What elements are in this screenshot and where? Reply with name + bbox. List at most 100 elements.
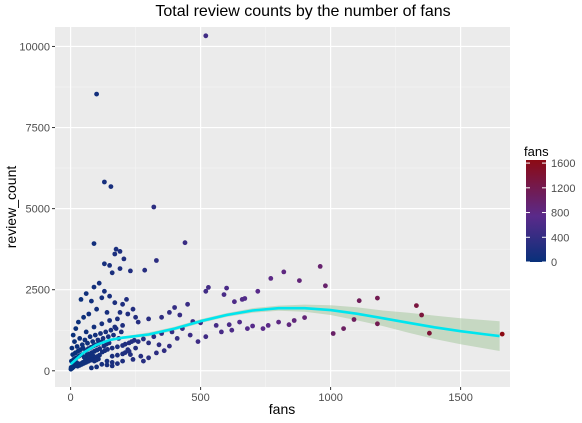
data-point [245,326,250,331]
legend-ticks: 0 400 800 1200 1600 [526,158,575,269]
data-point [154,258,159,263]
data-point [115,361,120,366]
smooth-line-layer [69,306,500,366]
data-point [109,363,115,369]
data-point [375,321,380,327]
data-point [94,364,99,370]
data-point [74,344,80,349]
data-point [291,318,297,323]
legend: fans 0 400 800 1200 1600 [524,144,575,269]
data-point [237,319,243,325]
x-tick-label: 500 [191,392,209,404]
smooth-line [69,306,500,366]
data-point [341,326,346,331]
data-point [130,306,136,312]
data-point [177,312,183,318]
data-point [104,358,110,364]
data-point [203,33,209,39]
legend-tick-label: 400 [551,232,569,244]
data-point [224,285,230,291]
y-tick-label: 2500 [26,285,50,297]
data-point [97,346,103,352]
data-point [115,352,120,358]
data-point [72,339,77,344]
data-point [111,332,116,338]
data-point [185,301,191,307]
data-point [118,329,124,335]
data-point [73,326,79,331]
data-point [108,184,114,190]
data-point [323,283,328,289]
points-layer [68,33,505,372]
data-point [127,268,133,274]
data-point [76,319,81,325]
legend-tick-label: 1600 [551,158,575,170]
data-point [120,301,125,307]
data-point [276,319,281,325]
data-point [206,285,211,290]
data-point [78,297,84,302]
y-tick-label: 0 [44,366,50,378]
data-point [117,266,123,271]
data-point [91,241,97,247]
data-point [159,314,165,320]
x-tick-label: 1000 [318,392,342,404]
data-point [126,348,132,354]
data-point [120,358,125,364]
data-point [317,264,323,269]
data-point [213,323,219,328]
legend-tick-label: 800 [551,208,569,220]
y-tick-label: 5000 [26,204,50,216]
data-point [330,331,336,336]
data-point [99,295,105,301]
data-point [203,288,209,294]
tick-labels: 0 500 1000 1500 0 2500 5000 7500 10000 [19,41,472,404]
data-point [356,298,362,304]
data-point [265,323,271,328]
data-point [82,337,88,343]
chart-title: Total review counts by the number of fan… [155,3,450,20]
data-point [414,303,419,308]
data-point [172,305,178,310]
data-point [99,361,105,367]
data-point [167,310,172,315]
data-point [221,292,227,297]
data-point [141,358,146,364]
data-point [499,331,505,337]
data-point [96,356,101,362]
data-point [117,249,123,254]
data-point [281,269,287,275]
data-point [115,344,120,350]
data-point [375,295,380,301]
data-point [226,322,232,328]
data-point [242,296,248,301]
y-tick-label: 10000 [19,41,50,53]
data-point [141,336,146,342]
data-point [102,179,107,185]
data-point [83,291,89,296]
data-point [156,342,162,348]
data-point [100,336,106,341]
data-point [89,365,94,371]
data-point [135,339,141,344]
data-point [124,297,129,302]
data-point [102,261,107,267]
data-point [113,326,119,331]
legend-tick-label: 0 [551,257,557,269]
data-point [90,339,96,344]
data-point [154,350,159,356]
data-point [109,353,115,359]
data-point [146,316,152,322]
data-point [109,360,115,365]
data-point [98,331,103,336]
data-point [427,330,432,336]
legend-title: fans [524,144,549,159]
data-point [255,288,261,294]
x-tick-label: 1500 [448,392,472,404]
y-axis-title: review_count [3,166,19,249]
data-point [187,332,193,338]
data-point [151,334,157,340]
data-point [113,246,119,252]
y-tick-label: 7500 [26,123,50,135]
